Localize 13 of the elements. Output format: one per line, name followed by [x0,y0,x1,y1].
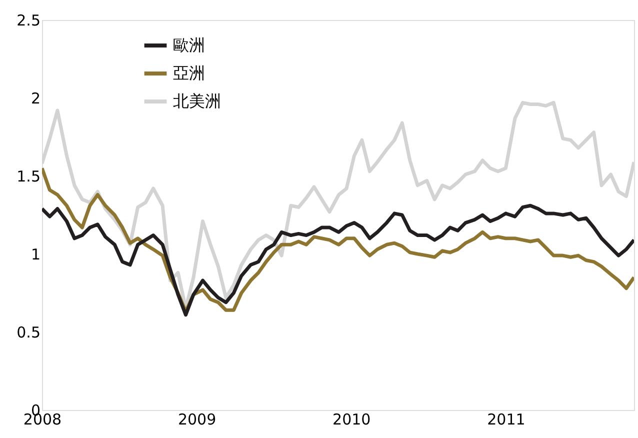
y-tick-label: 1 [30,246,40,264]
y-tick-label: 1.5 [16,168,40,186]
x-tick-label: 2010 [332,410,371,428]
y-tick-label: 0.5 [16,324,40,342]
x-tick-label: 2011 [487,410,526,428]
line-series [42,166,634,314]
legend-label: 歐洲 [173,36,205,54]
x-tick-label: 2009 [178,410,216,428]
y-tick-label: 2.5 [16,12,40,30]
y-tick-label: 2 [30,90,40,108]
legend-label: 亞洲 [173,64,205,82]
line-series [42,204,634,317]
legend-label: 北美洲 [173,92,221,110]
